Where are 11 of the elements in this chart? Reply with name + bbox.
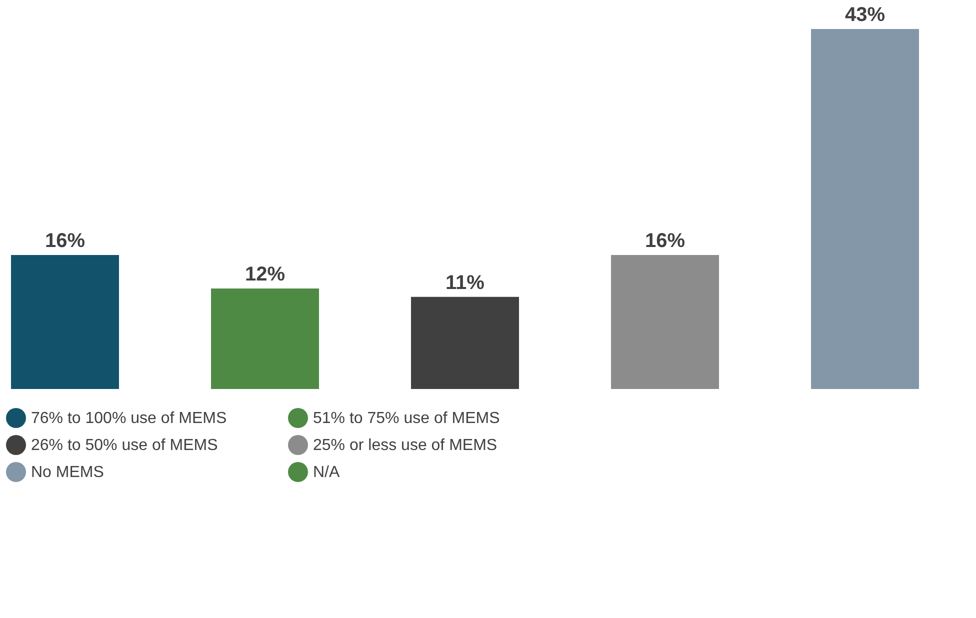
data-label: 11% [446,272,485,294]
data-label: 16% [44,230,86,252]
data-label: 12% [244,264,286,286]
legend-label: 26% to 50% use of MEMS [31,437,218,454]
data-label: 43% [844,4,886,26]
legend-label: N/A [313,464,340,481]
legend-label: 51% to 75% use of MEMS [313,410,500,427]
data-label: 16% [644,230,686,252]
legend-label: 25% or less use of MEMS [313,437,498,454]
legend-label: No MEMS [31,464,104,481]
legend-label: 76% to 100% use of MEMS [31,410,227,427]
